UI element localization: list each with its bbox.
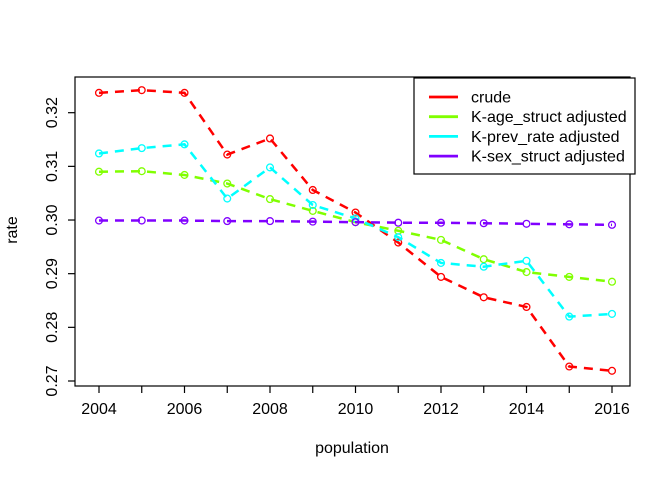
data-point <box>94 88 104 97</box>
y-tick-label: 0.31 <box>44 151 61 182</box>
data-point <box>479 262 488 271</box>
data-point <box>308 217 317 226</box>
data-point <box>308 206 317 215</box>
data-point <box>522 219 531 228</box>
data-point <box>522 256 531 265</box>
data-point <box>137 216 146 225</box>
data-point <box>180 216 189 225</box>
data-point <box>265 134 275 143</box>
data-point <box>223 194 232 203</box>
data-point <box>308 185 317 195</box>
data-point <box>436 272 446 281</box>
series-line-crude <box>98 88 613 373</box>
data-point <box>394 218 403 227</box>
data-point <box>223 179 232 188</box>
series-group <box>94 86 617 375</box>
data-point <box>94 167 104 176</box>
legend-label: crude <box>471 90 511 107</box>
x-tick-label: 2006 <box>167 401 203 418</box>
y-tick-label: 0.28 <box>44 312 61 343</box>
plot-box <box>74 76 631 387</box>
data-point <box>180 140 189 149</box>
data-point <box>607 277 617 286</box>
legend-label: K-sex_struct adjusted <box>471 149 625 166</box>
data-point <box>137 167 146 176</box>
x-tick-label: 2010 <box>338 401 374 418</box>
data-point <box>137 86 146 95</box>
y-tick-label: 0.27 <box>44 365 61 396</box>
y-tick-label: 0.32 <box>44 97 61 128</box>
data-point <box>565 312 574 321</box>
data-point <box>565 362 574 371</box>
data-point <box>223 150 232 159</box>
x-axis-title: population <box>315 440 389 457</box>
data-point <box>223 217 232 226</box>
data-point <box>308 200 317 210</box>
data-point <box>436 258 446 267</box>
y-tick-label: 0.30 <box>44 204 61 235</box>
data-point <box>565 272 574 281</box>
data-point <box>522 302 531 311</box>
data-point <box>265 217 275 226</box>
x-tick-label: 2016 <box>594 401 630 418</box>
x-tick-label: 2004 <box>81 401 117 418</box>
legend-box <box>413 77 636 175</box>
data-point <box>265 163 275 172</box>
data-point <box>479 293 488 302</box>
y-tick-label: 0.29 <box>44 258 61 289</box>
data-point <box>436 235 446 244</box>
data-point <box>351 208 360 217</box>
legend-label: K-prev_rate adjusted <box>471 129 620 146</box>
data-point <box>94 216 104 225</box>
data-point <box>394 238 403 247</box>
legend-label: K-age_struct adjusted <box>471 109 627 126</box>
y-axis: 0.27 0.28 0.29 0.30 0.31 0.32 <box>44 97 75 397</box>
data-point <box>607 366 617 375</box>
data-point <box>180 170 189 179</box>
x-axis: 2004 2006 2008 2010 2012 2014 2016 <box>81 386 630 418</box>
data-point <box>607 309 617 318</box>
data-point <box>94 149 104 158</box>
data-point <box>137 144 146 153</box>
data-point <box>565 220 574 229</box>
series-line-K-sex_struct <box>99 219 613 227</box>
legend: crude K-age_struct adjusted K-prev_rate ad… <box>413 77 636 175</box>
y-axis-title: rate <box>4 216 21 244</box>
x-tick-label: 2012 <box>423 401 459 418</box>
data-point <box>479 255 488 264</box>
data-point <box>265 195 275 204</box>
x-tick-label: 2008 <box>252 401 288 418</box>
data-point <box>394 233 403 242</box>
data-point <box>351 218 360 227</box>
data-point <box>479 219 488 228</box>
x-tick-label: 2014 <box>509 401 545 418</box>
data-point <box>436 218 446 227</box>
series-line-K-age_struct <box>98 169 613 283</box>
data-point <box>522 268 531 277</box>
data-point <box>607 220 617 229</box>
data-point <box>180 88 189 97</box>
